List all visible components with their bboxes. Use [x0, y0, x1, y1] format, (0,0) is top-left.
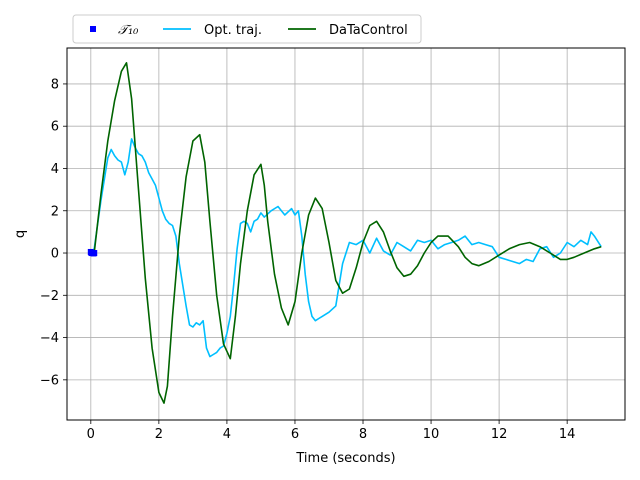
y-tick-label: 4	[51, 162, 59, 177]
y-tick-label: −4	[40, 331, 59, 346]
legend-label-markers: 𝒯₁₀	[118, 23, 139, 38]
x-tick-label: 4	[223, 427, 231, 442]
plot-series	[87, 61, 602, 404]
x-axis-label: Time (seconds)	[295, 451, 395, 466]
datacontrol-line	[93, 61, 602, 404]
x-tick-label: 0	[87, 427, 95, 442]
y-tick-label: 2	[51, 204, 59, 219]
x-tick-label: 8	[359, 427, 367, 442]
legend-box	[72, 14, 422, 44]
x-tick-label: 10	[423, 427, 440, 442]
x-tick-label: 14	[559, 427, 576, 442]
y-tick-label: −2	[40, 289, 59, 304]
y-tick-label: 6	[51, 120, 59, 135]
x-tick-label: 2	[155, 427, 163, 442]
legend: 𝒯₁₀ Opt. traj. DaTaControl	[72, 14, 422, 44]
x-tick-label: 12	[491, 427, 508, 442]
x-tick-label: 6	[291, 427, 299, 442]
legend-label-opt-traj: Opt. traj.	[204, 23, 262, 38]
marker-point	[91, 250, 98, 257]
plot-frame	[66, 47, 626, 421]
axis-ticks: 0 2 4 6 8 10 12 14 −6 −4 −2 0 2 4 6 8	[40, 77, 576, 442]
y-tick-label: −6	[40, 373, 59, 388]
legend-marker-swatch	[90, 26, 96, 32]
opt-traj-line	[90, 138, 602, 358]
y-tick-label: 8	[51, 77, 59, 92]
y-axis-label: q	[13, 230, 28, 238]
y-tick-label: 0	[51, 247, 59, 262]
legend-label-datacontrol: DaTaControl	[329, 23, 408, 38]
grid	[67, 48, 625, 420]
